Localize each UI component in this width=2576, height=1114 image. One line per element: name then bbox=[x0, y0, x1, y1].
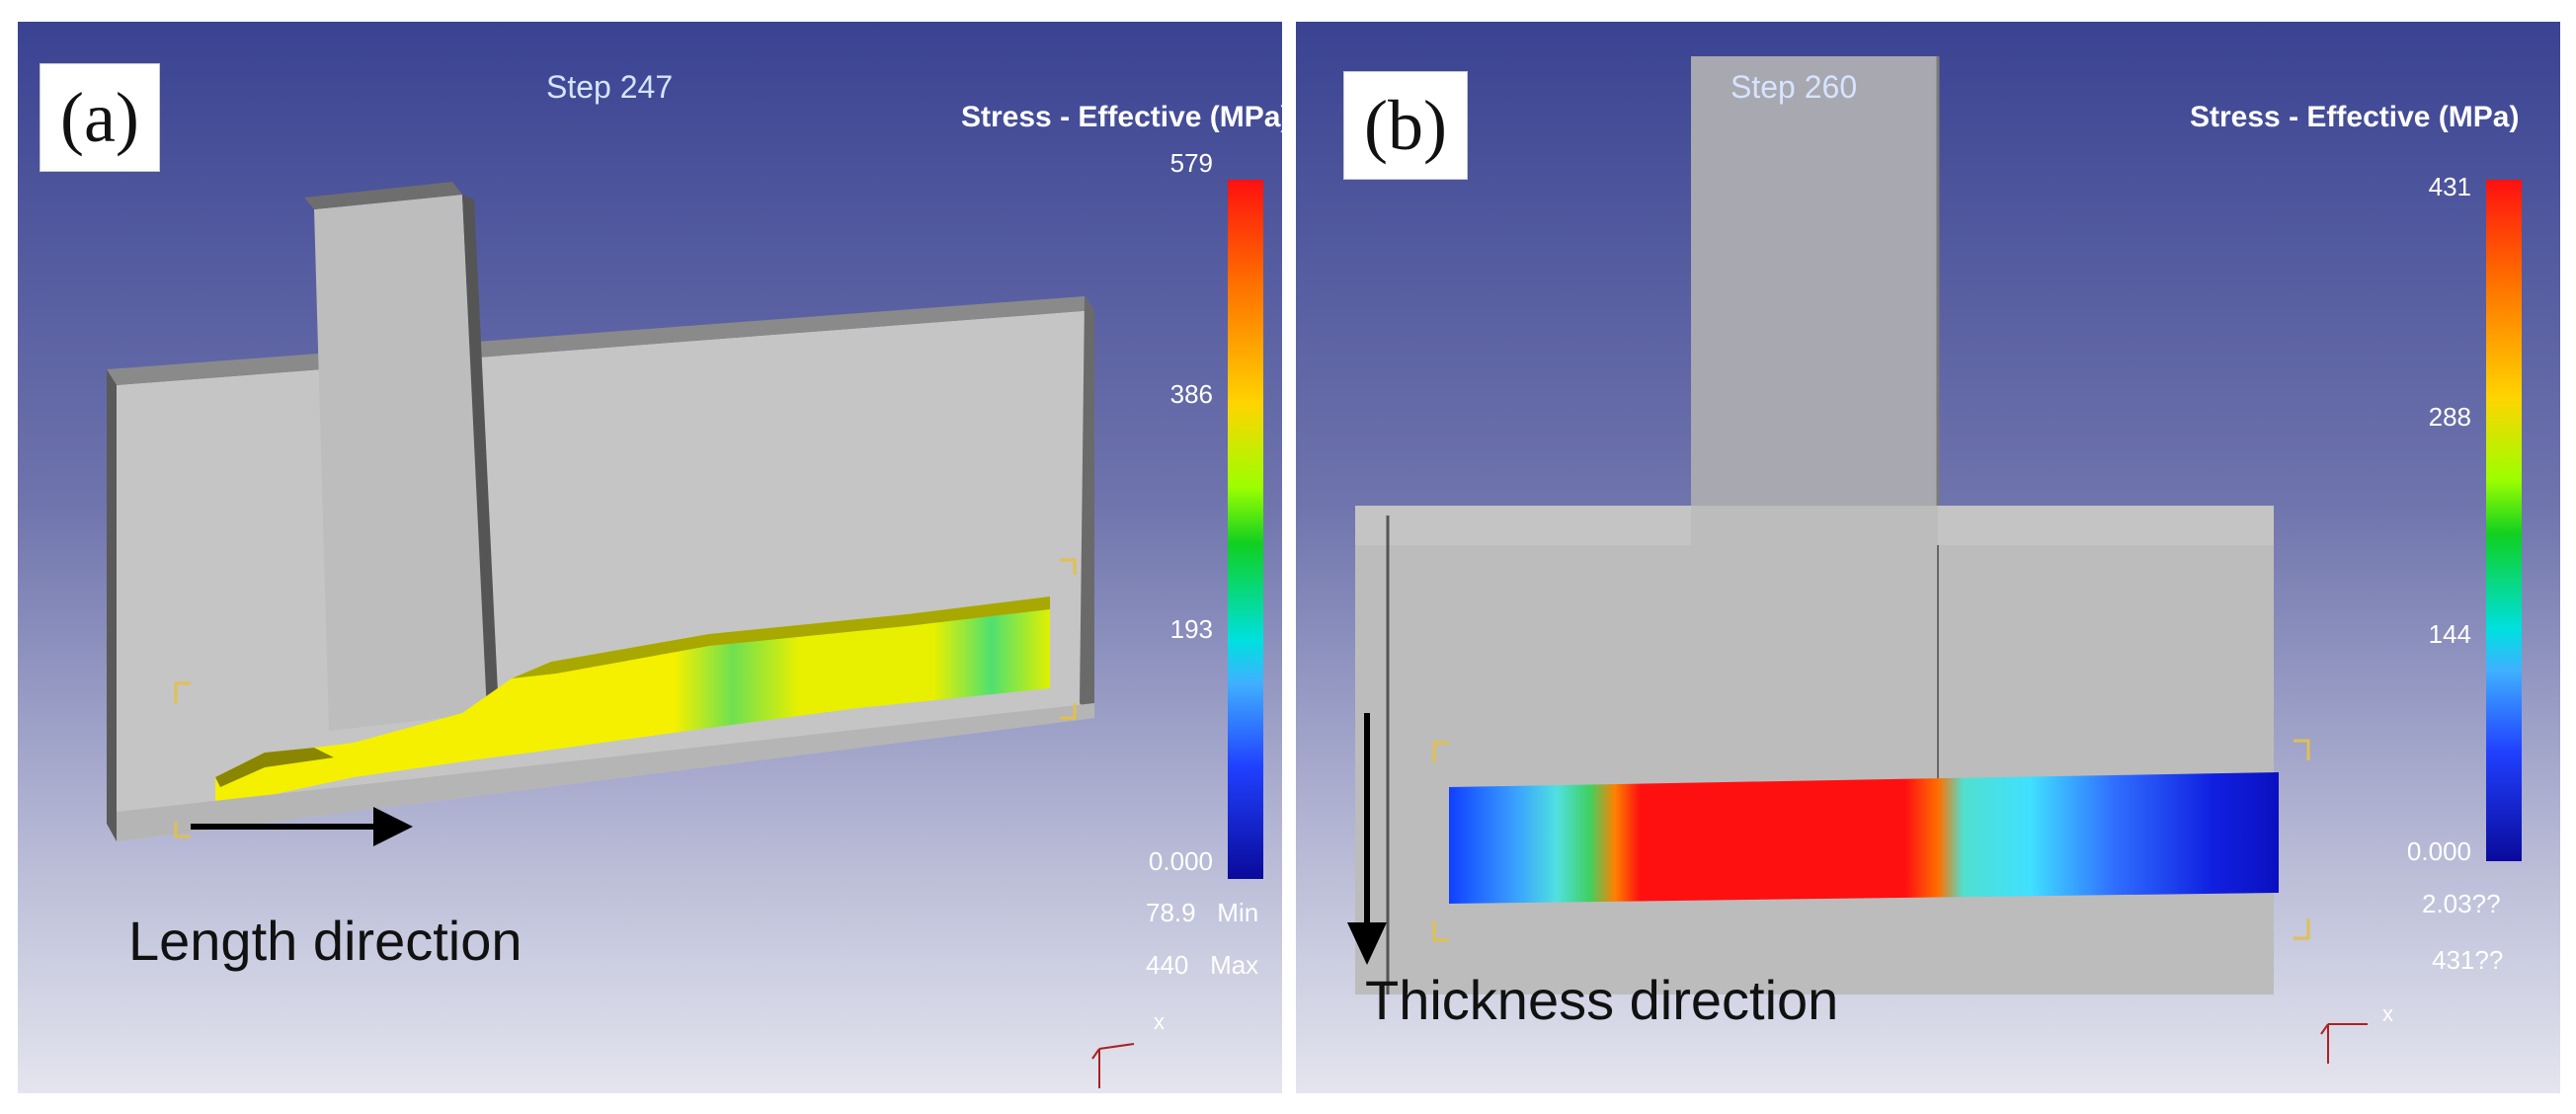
step-indicator-b: Step 260 bbox=[1731, 69, 1858, 105]
legend-title-a: Stress - Effective (MPa) bbox=[961, 101, 1282, 133]
workpiece-stem-side bbox=[462, 195, 499, 713]
max-readout-a: 440 Max bbox=[1146, 950, 1258, 981]
max-readout-b: 431?? bbox=[2432, 945, 2504, 975]
min-readout-a: 78.9 Min bbox=[1146, 898, 1258, 928]
max-label-a: Max bbox=[1210, 950, 1259, 980]
tick-b-288: 288 bbox=[2428, 402, 2471, 432]
panel-a-label: (a) bbox=[40, 63, 160, 172]
thickness-direction-label: Thickness direction bbox=[1365, 969, 1839, 1031]
tick-b-zero: 0.000 bbox=[2406, 836, 2471, 866]
axis-x-label-a: x bbox=[1154, 1009, 1165, 1034]
axis-x-label-b: x bbox=[2382, 1001, 2393, 1026]
stress-contour-band-b bbox=[1449, 772, 2279, 904]
tick-a-193: 193 bbox=[1169, 614, 1213, 644]
colorbar-b bbox=[2486, 180, 2522, 861]
thickness-arrow-head bbox=[1347, 922, 1387, 965]
tick-b-144: 144 bbox=[2428, 619, 2471, 649]
max-value-a: 440 bbox=[1146, 950, 1189, 980]
tick-b-431: 431 bbox=[2428, 172, 2471, 201]
legend-title-b: Stress - Effective (MPa) bbox=[2190, 101, 2520, 133]
length-direction-label: Length direction bbox=[128, 910, 523, 972]
part-flange-left bbox=[1355, 506, 1691, 545]
length-section-model bbox=[107, 182, 1135, 1088]
tick-a-zero: 0.000 bbox=[1148, 846, 1213, 876]
workpiece-right-edge bbox=[1080, 296, 1094, 718]
workpiece-left-edge bbox=[107, 369, 117, 841]
workpiece-stem bbox=[314, 195, 487, 731]
thickness-section-model bbox=[1347, 56, 2368, 1064]
length-arrow-head bbox=[373, 807, 413, 846]
panel-a: (a) Step 247 Stress - Effective (MPa) 57… bbox=[18, 22, 1282, 1093]
panel-b-label: (b) bbox=[1343, 71, 1468, 180]
tick-a-386: 386 bbox=[1169, 379, 1213, 409]
stress-contour-left-fold bbox=[215, 748, 334, 787]
part-stem bbox=[1691, 56, 1938, 550]
min-value-a: 78.9 bbox=[1146, 898, 1196, 927]
panel-b: (b) Step 260 Stress - Effective (MPa) 43… bbox=[1296, 22, 2560, 1093]
min-readout-b: 2.03?? bbox=[2422, 889, 2501, 918]
tick-a-579: 579 bbox=[1169, 148, 1213, 178]
stress-contour-band bbox=[215, 597, 1050, 807]
colorbar-a bbox=[1228, 180, 1263, 879]
part-flange bbox=[1355, 506, 2274, 995]
workpiece-lower-lip bbox=[117, 703, 1094, 841]
min-label-a: Min bbox=[1217, 898, 1259, 927]
part-flange-right bbox=[1938, 506, 2274, 545]
stress-contour-top-fold bbox=[512, 597, 1050, 678]
step-indicator-a: Step 247 bbox=[546, 69, 674, 105]
workpiece-stem-top bbox=[304, 182, 462, 209]
